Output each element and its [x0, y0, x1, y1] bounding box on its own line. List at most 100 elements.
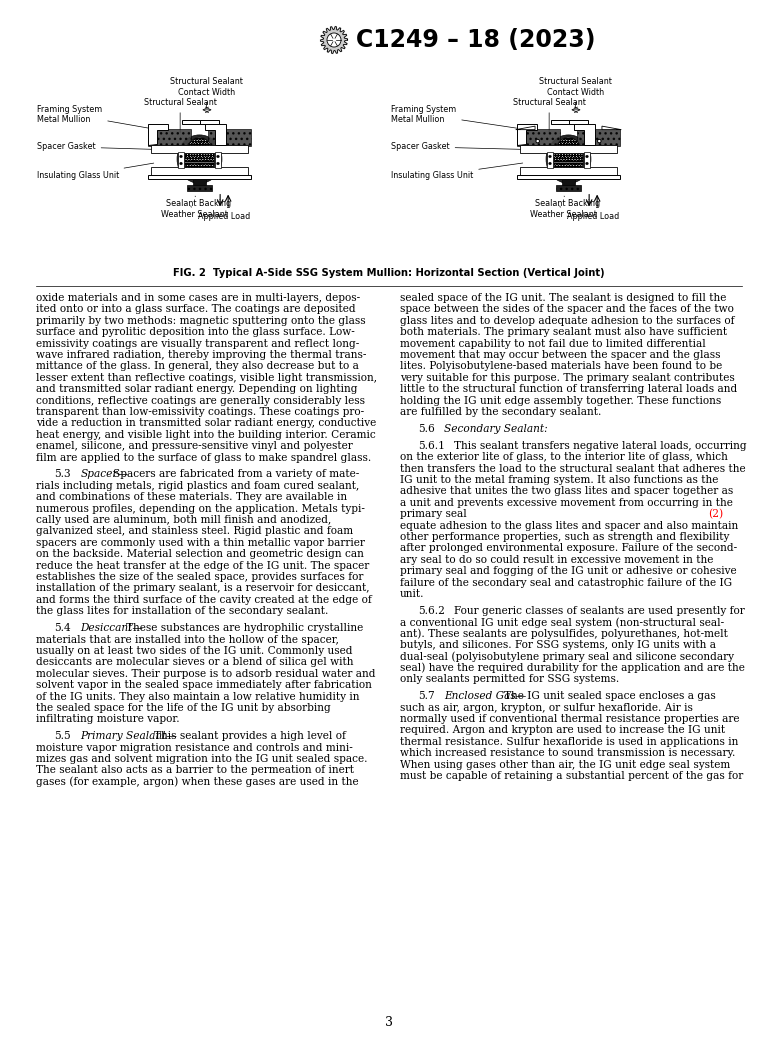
Text: transparent than low-emissivity coatings. These coatings pro-: transparent than low-emissivity coatings…	[36, 407, 364, 417]
Bar	[216, 152, 221, 168]
Polygon shape	[556, 184, 581, 191]
Text: Structural Sealant: Structural Sealant	[513, 98, 586, 132]
Text: 5.4: 5.4	[54, 624, 71, 633]
Text: only sealants permitted for SSG systems.: only sealants permitted for SSG systems.	[400, 675, 619, 684]
Text: of the IG units. They also maintain a low relative humidity in: of the IG units. They also maintain a lo…	[36, 691, 359, 702]
Text: oxide materials and in some cases are in multi-layers, depos-: oxide materials and in some cases are in…	[36, 293, 360, 303]
Text: The sealant also acts as a barrier to the permeation of inert: The sealant also acts as a barrier to th…	[36, 765, 354, 776]
Text: When using gases other than air, the IG unit edge seal system: When using gases other than air, the IG …	[400, 760, 731, 769]
Text: reduce the heat transfer at the edge of the IG unit. The spacer: reduce the heat transfer at the edge of …	[36, 561, 370, 570]
Text: Weather Sealant: Weather Sealant	[530, 206, 597, 219]
Bar	[178, 152, 184, 168]
Text: spacers are commonly used with a thin metallic vapor barrier: spacers are commonly used with a thin me…	[36, 538, 365, 548]
Polygon shape	[517, 124, 537, 146]
Polygon shape	[574, 124, 595, 146]
Text: normally used if conventional thermal resistance properties are: normally used if conventional thermal re…	[400, 714, 740, 723]
Text: such as air, argon, krypton, or sulfur hexafloride. Air is: such as air, argon, krypton, or sulfur h…	[400, 703, 693, 713]
Bar	[149, 129, 191, 147]
Text: IG unit to the metal framing system. It also functions as the: IG unit to the metal framing system. It …	[400, 475, 718, 485]
Text: little to the structural function of transferring lateral loads and: little to the structural function of tra…	[400, 384, 738, 395]
Text: 5.3: 5.3	[54, 469, 71, 480]
Text: galvanized steel, and stainless steel. Rigid plastic and foam: galvanized steel, and stainless steel. R…	[36, 527, 353, 536]
Text: Desiccant—: Desiccant—	[80, 624, 143, 633]
Bar	[149, 175, 251, 179]
Text: Structural Sealant
Contact Width: Structural Sealant Contact Width	[170, 77, 243, 108]
Text: enamel, silicone, and pressure-sensitive vinyl and polyester: enamel, silicone, and pressure-sensitive…	[36, 441, 352, 451]
Bar	[548, 152, 552, 168]
Text: space between the sides of the spacer and the faces of the two: space between the sides of the spacer an…	[400, 304, 734, 314]
Text: 3: 3	[385, 1016, 393, 1030]
Text: 5.5: 5.5	[54, 731, 71, 741]
Text: Framing System
Metal Mullion: Framing System Metal Mullion	[37, 104, 152, 129]
Text: Sealant Backing: Sealant Backing	[166, 196, 231, 208]
Text: primary seal: primary seal	[400, 509, 470, 519]
Text: Structural Sealant
Contact Width: Structural Sealant Contact Width	[539, 77, 612, 108]
Bar	[584, 152, 590, 168]
Polygon shape	[148, 124, 168, 146]
Bar	[551, 120, 570, 124]
Circle shape	[536, 139, 539, 143]
Text: on the exterior lite of glass, to the interior lite of glass, which: on the exterior lite of glass, to the in…	[400, 452, 728, 462]
Text: very suitable for this purpose. The primary sealant contributes: very suitable for this purpose. The prim…	[400, 373, 734, 383]
Text: Weather Sealant: Weather Sealant	[161, 206, 228, 219]
Text: Enclosed Gas—: Enclosed Gas—	[444, 691, 527, 702]
Text: must be capable of retaining a substantial percent of the gas for: must be capable of retaining a substanti…	[400, 771, 743, 781]
Text: then transfers the load to the structural sealant that adheres the: then transfers the load to the structura…	[400, 463, 745, 474]
Text: solvent vapor in the sealed space immediately after fabrication: solvent vapor in the sealed space immedi…	[36, 680, 372, 690]
Text: the glass lites for installation of the secondary sealant.: the glass lites for installation of the …	[36, 606, 328, 616]
Text: Insulating Glass Unit: Insulating Glass Unit	[391, 163, 523, 180]
Bar	[199, 120, 219, 124]
Polygon shape	[516, 126, 535, 130]
Text: a unit and prevents excessive movement from occurring in the: a unit and prevents excessive movement f…	[400, 498, 733, 508]
Text: materials that are installed into the hollow of the spacer,: materials that are installed into the ho…	[36, 635, 339, 644]
Text: movement capability to not fail due to limited differential: movement capability to not fail due to l…	[400, 338, 706, 349]
Text: These substances are hydrophilic crystalline: These substances are hydrophilic crystal…	[126, 624, 363, 633]
Text: vide a reduction in transmitted solar radiant energy, conductive: vide a reduction in transmitted solar ra…	[36, 418, 377, 429]
Text: adhesive that unites the two glass lites and spacer together as: adhesive that unites the two glass lites…	[400, 486, 733, 497]
Text: FIG. 2  Typical A-Side SSG System Mullion: Horizontal Section (Vertical Joint): FIG. 2 Typical A-Side SSG System Mullion…	[173, 268, 605, 278]
Text: movement that may occur between the spacer and the glass: movement that may occur between the spac…	[400, 350, 720, 360]
Text: 5.6.2: 5.6.2	[418, 606, 445, 616]
Bar	[562, 179, 575, 184]
Ellipse shape	[553, 137, 584, 181]
Text: desiccants are molecular sieves or a blend of silica gel with: desiccants are molecular sieves or a ble…	[36, 658, 353, 667]
Ellipse shape	[546, 135, 591, 183]
Text: ited onto or into a glass surface. The coatings are deposited: ited onto or into a glass surface. The c…	[36, 304, 356, 314]
Text: equate adhesion to the glass lites and spacer and also maintain: equate adhesion to the glass lites and s…	[400, 520, 738, 531]
Text: and combinations of these materials. They are available in: and combinations of these materials. The…	[36, 492, 347, 503]
Text: This sealant transfers negative lateral loads, occurring: This sealant transfers negative lateral …	[454, 440, 747, 451]
Text: Sealant Backing: Sealant Backing	[535, 196, 600, 208]
Text: other performance properties, such as strength and flexibility: other performance properties, such as st…	[400, 532, 729, 542]
Text: ant). These sealants are polysulfides, polyurethanes, hot-melt: ant). These sealants are polysulfides, p…	[400, 629, 728, 639]
Text: primary seal and fogging of the IG unit or adhesive or cohesive: primary seal and fogging of the IG unit …	[400, 566, 737, 577]
Text: butyls, and silicones. For SSG systems, only IG units with a: butyls, and silicones. For SSG systems, …	[400, 640, 716, 650]
Bar	[517, 129, 559, 147]
Text: which increased resistance to sound transmission is necessary.: which increased resistance to sound tran…	[400, 748, 735, 758]
Text: numerous profiles, depending on the application. Metals typi-: numerous profiles, depending on the appl…	[36, 504, 365, 513]
Text: lites. Polyisobutylene-based materials have been found to be: lites. Polyisobutylene-based materials h…	[400, 361, 722, 372]
Bar	[520, 146, 617, 153]
Text: Spacer—: Spacer—	[80, 469, 128, 480]
Ellipse shape	[177, 135, 222, 183]
Ellipse shape	[184, 137, 215, 181]
Text: (2): (2)	[708, 509, 724, 519]
Text: Applied Load: Applied Load	[198, 212, 251, 222]
Text: surface and pyrolitic deposition into the glass surface. Low-: surface and pyrolitic deposition into th…	[36, 327, 355, 337]
Text: seal) have the required durability for the application and are the: seal) have the required durability for t…	[400, 663, 745, 674]
Text: Framing System
Metal Mullion: Framing System Metal Mullion	[391, 104, 521, 129]
Text: ary seal to do so could result in excessive movement in the: ary seal to do so could result in excess…	[400, 555, 713, 565]
Text: C1249 – 18 (2023): C1249 – 18 (2023)	[356, 28, 595, 52]
Bar	[151, 167, 248, 175]
Text: film are applied to the surface of glass to make spandrel glass.: film are applied to the surface of glass…	[36, 453, 371, 462]
Circle shape	[598, 139, 601, 143]
Text: Structural Sealant: Structural Sealant	[144, 98, 216, 132]
Text: are fulfilled by the secondary sealant.: are fulfilled by the secondary sealant.	[400, 407, 601, 417]
Text: glass lites and to develop adequate adhesion to the surfaces of: glass lites and to develop adequate adhe…	[400, 315, 734, 326]
Circle shape	[586, 155, 588, 158]
Text: thermal resistance. Sulfur hexafloride is used in applications in: thermal resistance. Sulfur hexafloride i…	[400, 737, 738, 746]
Text: The IG unit sealed space encloses a gas: The IG unit sealed space encloses a gas	[504, 691, 716, 702]
Circle shape	[586, 162, 588, 164]
Text: on the backside. Material selection and geometric design can: on the backside. Material selection and …	[36, 550, 364, 559]
Text: infiltrating moisture vapor.: infiltrating moisture vapor.	[36, 714, 180, 725]
Text: Applied Load: Applied Load	[567, 212, 619, 222]
